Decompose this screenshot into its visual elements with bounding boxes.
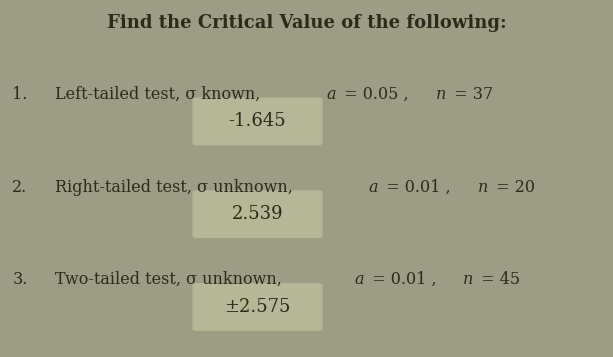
Text: Right-tailed test, σ unknown,: Right-tailed test, σ unknown, bbox=[55, 178, 298, 196]
Text: 2.: 2. bbox=[12, 178, 28, 196]
FancyBboxPatch shape bbox=[193, 284, 322, 330]
Text: n: n bbox=[463, 271, 473, 288]
Text: Left-tailed test, σ known,: Left-tailed test, σ known, bbox=[55, 86, 265, 103]
Text: = 20: = 20 bbox=[490, 178, 535, 196]
FancyBboxPatch shape bbox=[193, 191, 322, 237]
Text: = 0.01 ,: = 0.01 , bbox=[381, 178, 455, 196]
Text: = 0.01 ,: = 0.01 , bbox=[367, 271, 441, 288]
Text: a: a bbox=[327, 86, 337, 103]
Text: 3.: 3. bbox=[12, 271, 28, 288]
Text: -1.645: -1.645 bbox=[229, 112, 286, 130]
Text: = 37: = 37 bbox=[449, 86, 493, 103]
Text: a: a bbox=[368, 178, 378, 196]
Text: 1.: 1. bbox=[12, 86, 28, 103]
Text: Find the Critical Value of the following:: Find the Critical Value of the following… bbox=[107, 14, 506, 32]
Text: n: n bbox=[478, 178, 488, 196]
Text: Two-tailed test, σ unknown,: Two-tailed test, σ unknown, bbox=[55, 271, 287, 288]
Text: ±2.575: ±2.575 bbox=[224, 298, 291, 316]
Text: a: a bbox=[354, 271, 364, 288]
FancyBboxPatch shape bbox=[193, 98, 322, 145]
Text: = 45: = 45 bbox=[476, 271, 520, 288]
Text: 2.539: 2.539 bbox=[232, 205, 283, 223]
Text: = 0.05 ,: = 0.05 , bbox=[339, 86, 414, 103]
Text: n: n bbox=[435, 86, 446, 103]
